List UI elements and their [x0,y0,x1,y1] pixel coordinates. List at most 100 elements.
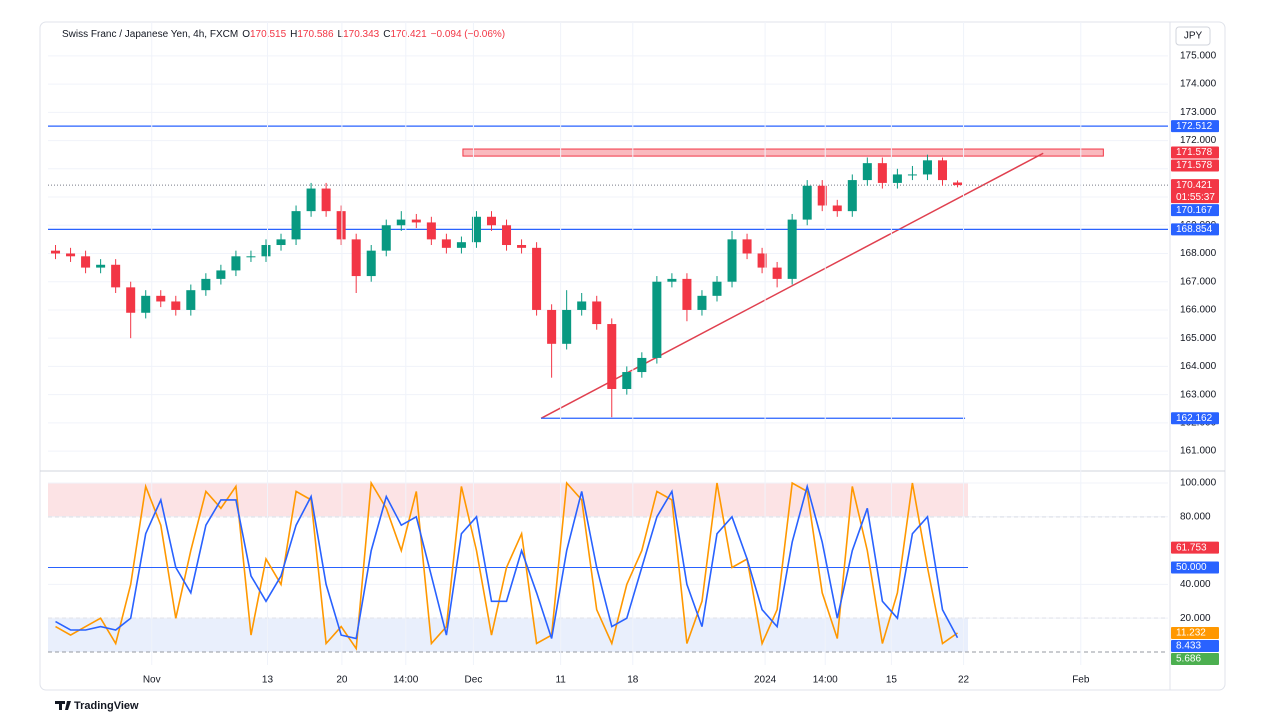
candle-body [66,253,76,257]
candle-body [441,239,451,248]
price-badge [1171,204,1219,217]
candle-body [532,247,542,310]
price-badge-label: 61.753 [1176,542,1207,553]
price-badge [1171,627,1219,640]
candle-body [111,264,121,288]
ohlc-value: 170.421 [390,29,427,40]
candle-body [712,281,722,296]
candle-body [156,295,166,302]
price-badge [1171,561,1219,574]
candle-body [471,216,481,243]
y-tick-label: 40.000 [1180,579,1211,590]
x-tick-label: Dec [465,675,483,686]
branding: TradingView [74,700,139,712]
series-line [55,483,959,640]
candle-body [126,287,136,313]
y-tick-label: 100.000 [1180,478,1217,489]
candle-body [216,270,226,279]
y-tick-label: 173.000 [1180,107,1217,118]
ohlc-value: 170.343 [343,29,380,40]
price-badge-label: 171.578 [1176,147,1213,158]
price-badge [1171,159,1219,172]
price-badge-label: 11.232 [1176,628,1206,639]
candle-body [306,188,316,212]
candle-body [321,188,331,212]
price-badge [1171,412,1219,425]
candle-body [562,309,572,344]
y-tick-label: 172.000 [1180,135,1217,146]
band [48,482,968,517]
candle-body [336,211,346,240]
candle-body [547,309,557,344]
candle-body [757,253,767,268]
candle-body [291,211,301,240]
candle-body [396,219,406,226]
price-badge-label: 170.167 [1176,205,1213,216]
candle-body [892,174,902,183]
x-tick-label: 11 [555,675,566,686]
x-tick-label: 20 [336,675,348,686]
band [48,618,968,652]
ohlc-key: H [290,29,297,40]
currency: JPY [1184,31,1203,42]
candle-body [592,301,602,325]
ohlc-value: 170.586 [297,29,334,40]
price-badge [1171,146,1219,159]
ohlc: O170.515 H170.586 L170.343 C170.421 [242,29,427,40]
price-badge [1171,223,1219,236]
x-tick-label: 18 [627,675,639,686]
candle-body [577,301,587,310]
price-badge-label: 5.686 [1176,654,1201,665]
candle-body [937,160,948,181]
x-tick-label: 14:00 [813,675,838,686]
y-tick-label: 175.000 [1180,51,1217,62]
candle-body [817,185,827,206]
candle-body [276,239,286,246]
x-tick-label: 14:00 [393,675,418,686]
candle-body [922,160,932,175]
candle-body [141,295,151,313]
candle-body [456,242,466,248]
candle-body [953,182,963,186]
price-badge-label: 171.578 [1176,160,1213,171]
series-line [55,480,958,651]
y-tick-label: 161.000 [1180,446,1217,457]
candle-body [246,256,256,258]
chart-title: Swiss Franc / Japanese Yen, 4h, FXCM O170… [62,29,505,40]
candle-body [787,219,797,279]
candle-body [727,239,737,282]
candle-body [171,301,181,310]
logo [55,701,71,710]
candle-body [607,324,617,389]
ohlc-key: C [383,29,390,40]
candle-body [637,357,647,373]
candle-body [201,278,211,291]
x-tick-label: 13 [262,675,274,686]
ohlc-key: L [338,29,344,40]
y-tick-label: 168.000 [1180,248,1217,259]
currency-box [1175,26,1211,46]
candle-body [772,267,782,279]
candle-body [517,245,527,248]
y-tick-label: 174.000 [1180,79,1217,90]
candle-body [51,250,61,254]
price-badge [1171,541,1219,554]
price-badge [1171,120,1219,133]
candle-body [622,372,632,389]
price-badge-label: 01:55:37 [1176,192,1215,203]
candle-body [802,185,812,220]
x-tick-label: 2024 [754,675,777,686]
candle-body [682,278,692,310]
candle-body [231,256,241,271]
candle-body [96,264,106,268]
price-badge [1171,179,1219,204]
x-tick-label: 22 [958,675,970,686]
change: −0.094 (−0.06%) [431,29,506,40]
ohlc-key: O [242,29,250,40]
ohlc-value: 170.515 [250,29,287,40]
x-tick-label: 15 [886,675,898,686]
y-tick-label: 164.000 [1180,361,1217,372]
candle-body [366,250,376,277]
